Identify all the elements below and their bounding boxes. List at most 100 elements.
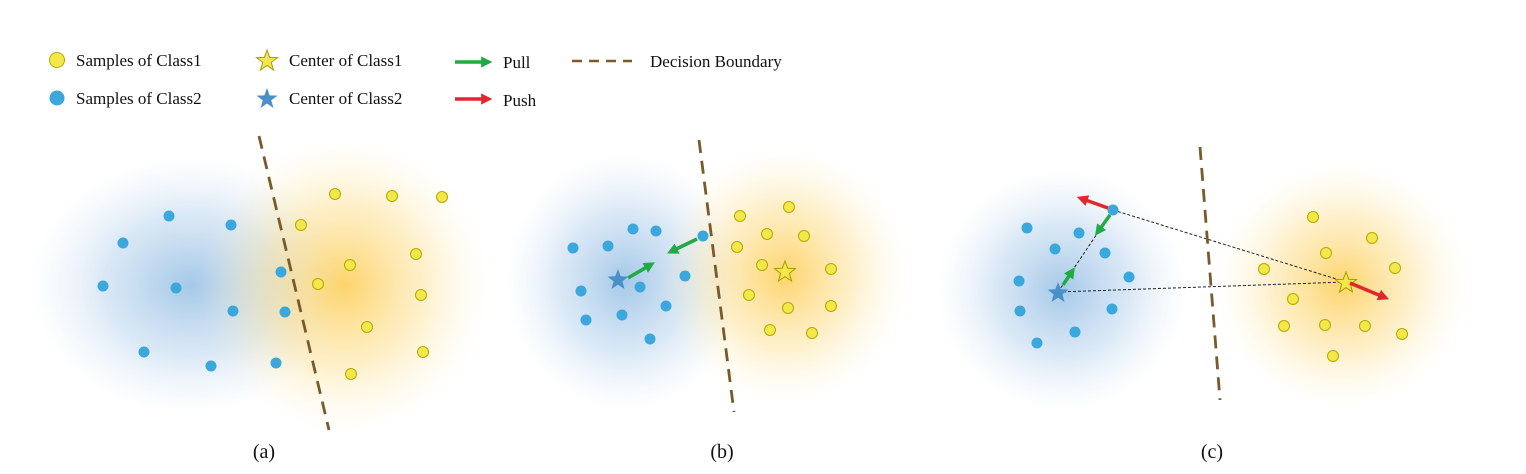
class1-center-star [1334, 270, 1358, 294]
panel-label-a: (a) [253, 441, 275, 463]
legend-class1-center-star-icon [255, 48, 279, 72]
legend-class2-sample-icon [49, 90, 65, 106]
legend-center-class2: Center of Class2 [289, 89, 402, 108]
class2-sample [163, 210, 175, 222]
class1-sample [417, 346, 429, 358]
legend-samples-class2: Samples of Class2 [76, 89, 202, 108]
legend-class2-center-star-icon [256, 88, 278, 108]
legend-center-class1: Center of Class1 [289, 51, 402, 70]
class1-sample [312, 278, 324, 290]
class1-sample [436, 191, 448, 203]
class2-sample [170, 282, 182, 294]
class2-center-star [607, 269, 629, 289]
class1-sample [1320, 247, 1332, 259]
distance-line [1112, 209, 1347, 283]
class1-sample [761, 228, 773, 240]
panel-c: (c) [937, 146, 1470, 463]
class1-sample [415, 289, 427, 301]
class2-sample [634, 281, 646, 293]
class1-sample [798, 230, 810, 242]
pull-arrow [627, 262, 655, 280]
panel-label-b: (b) [710, 441, 733, 463]
class1-sample [345, 368, 357, 380]
class1-sample [1389, 262, 1401, 274]
class1-sample [344, 259, 356, 271]
class2-sample [1106, 303, 1118, 315]
class1-samples [1258, 211, 1408, 362]
class1-sample [386, 190, 398, 202]
distance-line [1057, 281, 1347, 293]
class1-sample [1307, 211, 1319, 223]
class2-sample [1031, 337, 1043, 349]
push-arrow [1076, 195, 1109, 210]
class2-sample [697, 230, 709, 242]
class1-sample [825, 300, 837, 312]
class1-sample [329, 188, 341, 200]
panel-b: (b) [505, 139, 910, 463]
class2-sample [580, 314, 592, 326]
decision-boundary [1198, 146, 1222, 401]
class1-sample [825, 263, 837, 275]
class1-samples [295, 188, 448, 380]
class2-sample [650, 225, 662, 237]
class1-sample [410, 248, 422, 260]
class1-sample [734, 210, 746, 222]
class1-sample [764, 324, 776, 336]
class2-sample [138, 346, 150, 358]
legend-push: Push [503, 91, 537, 110]
legend-samples-class1: Samples of Class1 [76, 51, 202, 70]
class1-center-star [773, 259, 797, 283]
class2-sample [660, 300, 672, 312]
class2-sample [1107, 204, 1119, 216]
class1-sample [743, 289, 755, 301]
class2-sample [567, 242, 579, 254]
class1-sample [1278, 320, 1290, 332]
class1-cloud [200, 135, 490, 435]
class1-samples [731, 201, 837, 339]
class2-sample [1099, 247, 1111, 259]
push-arrow [1349, 281, 1390, 301]
class1-sample [806, 327, 818, 339]
pull-arrow [666, 237, 698, 254]
class2-sample [1123, 271, 1135, 283]
legend-pull: Pull [503, 53, 531, 72]
legend-class1-sample-icon [49, 52, 65, 68]
class2-sample [117, 237, 129, 249]
panel-label-c: (c) [1201, 441, 1223, 463]
class1-sample [782, 302, 794, 314]
class1-sample [756, 259, 768, 271]
class2-sample [270, 357, 282, 369]
class2-sample [616, 309, 628, 321]
class1-sample [1359, 320, 1371, 332]
class2-sample [1014, 305, 1026, 317]
class2-sample [279, 306, 291, 318]
class1-sample [1319, 319, 1331, 331]
class2-sample [644, 333, 656, 345]
class2-sample [225, 219, 237, 231]
class2-sample [205, 360, 217, 372]
class2-sample [627, 223, 639, 235]
class2-sample [1013, 275, 1025, 287]
class2-sample [679, 270, 691, 282]
class2-sample [1073, 227, 1085, 239]
class1-sample [361, 321, 373, 333]
class2-sample [1069, 326, 1081, 338]
legend: Samples of Class1 Samples of Class2 Cent… [49, 48, 782, 110]
class1-sample [731, 241, 743, 253]
class2-sample [1049, 243, 1061, 255]
class2-samples [97, 210, 291, 372]
class1-sample [295, 219, 307, 231]
class2-samples [567, 223, 709, 345]
class1-sample [1366, 232, 1378, 244]
class2-sample [1021, 222, 1033, 234]
decision-boundary [697, 139, 736, 413]
panel-a: (a) [30, 135, 490, 463]
class1-sample [783, 201, 795, 213]
class2-sample [227, 305, 239, 317]
class2-sample [97, 280, 109, 292]
class2-sample [575, 285, 587, 297]
class1-sample [1396, 328, 1408, 340]
legend-decision-boundary: Decision Boundary [650, 52, 782, 71]
class1-sample [1327, 350, 1339, 362]
